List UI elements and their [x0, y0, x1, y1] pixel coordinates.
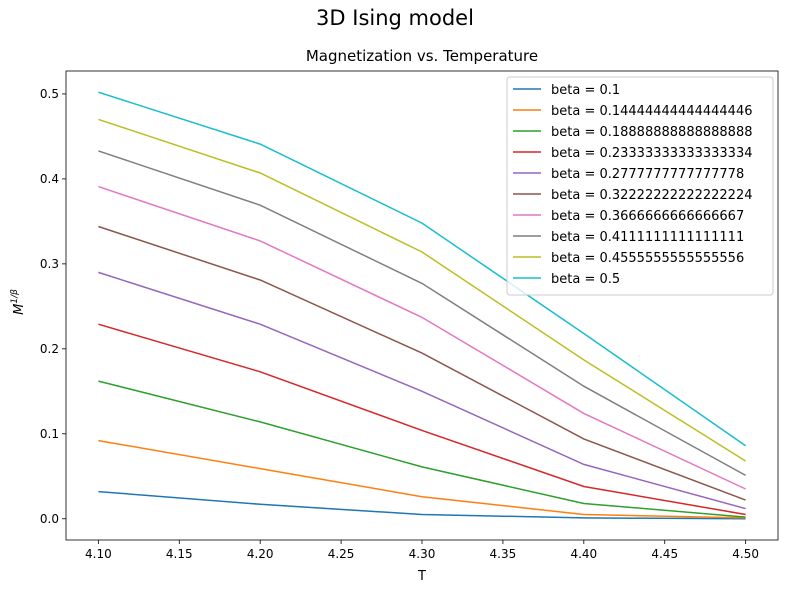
series-line-7 — [98, 150, 746, 477]
axes: 4.10 4.15 4.20 4.25 4.30 4.35 4.40 4.45 4.50 0.0 0… — [40, 70, 779, 561]
series-line-0 — [98, 490, 746, 520]
legend-label-8: beta = 0.4555555555555556 — [551, 251, 744, 266]
chart-title: Magnetization vs. Temperature — [306, 47, 538, 65]
plot-area — [98, 91, 747, 520]
x-tick-label-8: 4.50 — [732, 547, 759, 561]
series-line-6 — [98, 185, 746, 490]
x-tick-label-0: 4.10 — [85, 547, 112, 561]
y-tick-label-1: 0.1 — [40, 427, 59, 441]
x-tick-label-1: 4.15 — [166, 547, 193, 561]
series-line-3 — [98, 323, 746, 516]
series-line-1 — [98, 439, 746, 519]
figure-suptitle: 3D Ising model — [316, 6, 474, 30]
y-tick-label-2: 0.2 — [40, 342, 59, 356]
legend-label-2: beta = 0.18888888888888888 — [551, 125, 752, 140]
series-line-2 — [98, 380, 746, 518]
x-tick-label-3: 4.25 — [328, 547, 355, 561]
legend-label-0: beta = 0.1 — [551, 83, 620, 98]
x-tick-label-6: 4.40 — [570, 547, 597, 561]
y-tick-label-4: 0.4 — [40, 172, 59, 186]
legend-box — [506, 76, 774, 296]
y-tick-label-0: 0.0 — [40, 512, 59, 526]
legend-label-3: beta = 0.23333333333333334 — [551, 146, 752, 161]
y-tick-label-5: 0.5 — [40, 87, 59, 101]
legend-label-5: beta = 0.32222222222222224 — [551, 188, 752, 203]
series-line-9 — [98, 91, 747, 447]
legend: beta = 0.1 beta = 0.14444444444444446 beta… — [506, 76, 774, 296]
series-line-8 — [98, 118, 746, 462]
legend-label-4: beta = 0.2777777777777778 — [551, 167, 744, 182]
x-tick-label-5: 4.35 — [490, 547, 517, 561]
y-axis-label-base: M — [12, 304, 27, 315]
y-axis-label: M1/β — [10, 289, 27, 315]
legend-label-9: beta = 0.5 — [551, 272, 620, 287]
legend-label-6: beta = 0.3666666666666667 — [551, 209, 744, 224]
x-axis-label: T — [417, 569, 426, 584]
x-tick-label-7: 4.45 — [651, 547, 678, 561]
y-axis-label-exponent: 1/β — [10, 289, 20, 304]
x-tick-label-2: 4.20 — [247, 547, 274, 561]
legend-label-1: beta = 0.14444444444444446 — [551, 104, 752, 119]
x-tick-label-4: 4.30 — [409, 547, 436, 561]
legend-label-7: beta = 0.4111111111111111 — [551, 230, 744, 245]
series-line-4 — [98, 271, 746, 510]
series-line-5 — [98, 225, 746, 501]
y-tick-label-3: 0.3 — [40, 257, 59, 271]
